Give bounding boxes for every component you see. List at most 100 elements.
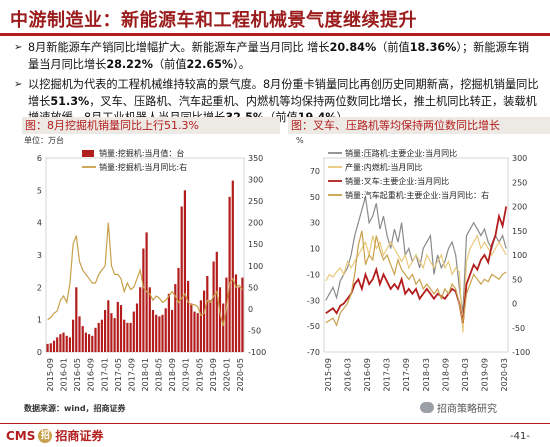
bar	[110, 313, 113, 352]
logo-brand: 招商证券	[55, 429, 104, 443]
bullet-figure: 51.3%	[50, 94, 90, 108]
bullet-figure: 18.36%	[409, 41, 457, 54]
bar	[49, 343, 52, 352]
bullet-figure: 22.65%	[186, 57, 234, 71]
right-axis-tick-label: -50	[248, 326, 261, 335]
left-axis-tick-label: -10	[307, 270, 320, 279]
right-axis-tick-label: -100	[512, 348, 530, 357]
right-axis-tick-label: 50	[248, 283, 258, 292]
bar	[209, 300, 212, 352]
bar	[231, 180, 234, 352]
x-axis-tick-label: 2017-09	[127, 358, 136, 391]
bar	[180, 206, 183, 352]
bar	[59, 334, 62, 352]
series-line	[325, 206, 508, 324]
left-axis-tick-label: 6	[37, 154, 42, 163]
bar	[238, 287, 241, 352]
data-source: 数据来源：wind，招商证券	[24, 404, 126, 413]
bullet-marker-icon: ➢	[14, 42, 23, 53]
bar	[72, 319, 75, 352]
left-axis-tick-label: 4	[37, 219, 42, 228]
left-axis-tick-label: -50	[307, 322, 320, 331]
bar	[158, 316, 161, 352]
bar	[46, 343, 49, 352]
bar	[164, 308, 167, 352]
left-axis-tick-label: 10	[310, 245, 320, 254]
bar	[107, 300, 110, 352]
bar	[132, 311, 135, 352]
bar	[116, 301, 119, 352]
left-axis-tick-label: 70	[310, 167, 320, 176]
bar	[75, 287, 78, 352]
logo-badge-icon: 招	[38, 428, 53, 443]
x-axis-tick-label: 2016-05	[73, 358, 82, 391]
x-axis-tick-label: 2017-05	[114, 358, 123, 391]
left-axis-tick-label: 50	[310, 193, 320, 202]
x-axis-tick-label: 2020-05	[236, 358, 245, 391]
brand-logo: CMS 招 招商证券	[6, 427, 103, 444]
bar	[155, 314, 158, 352]
wechat-account: 招商策略研究	[420, 400, 497, 415]
right-axis-tick-label: 250	[512, 178, 527, 187]
legend-label: 销量:叉车:主要企业:当月同比	[345, 176, 449, 186]
bar	[241, 277, 244, 352]
bullet-run: （前值	[376, 41, 410, 54]
x-axis-tick-label: 2015-09	[324, 358, 333, 391]
bar	[193, 311, 196, 352]
bar	[148, 287, 151, 352]
bar	[56, 337, 59, 352]
footer-divider	[0, 423, 550, 424]
chart-title: 图：8月挖掘机销量同比上行51.3%	[22, 117, 280, 134]
legend-label: 销量:汽车起重机:主要企业:当月同比：右	[345, 190, 489, 200]
bar	[196, 313, 199, 352]
right-axis-tick-label: 0	[248, 305, 253, 314]
right-axis-tick-label: 150	[248, 240, 263, 249]
bullet-run: （前值	[152, 57, 187, 71]
bar	[52, 340, 56, 352]
x-axis-tick-label: 2020-01	[222, 358, 231, 391]
right-axis-tick-label: -50	[512, 324, 525, 333]
right-axis-tick-label: 250	[248, 197, 263, 206]
x-axis-tick-label: 2015-09	[46, 358, 55, 391]
bar	[167, 293, 170, 352]
bar	[218, 287, 222, 352]
right-axis-tick-label: 300	[512, 154, 527, 163]
x-axis-tick-label: 2019-01	[182, 358, 191, 391]
bullet-marker-icon: ➢	[14, 79, 23, 90]
bar	[81, 326, 84, 352]
x-axis-tick-label: 2020-03	[500, 358, 509, 391]
x-axis-tick-label: 2019-09	[209, 358, 218, 391]
left-axis-tick-label: 5	[37, 186, 42, 195]
x-axis-tick-label: 2019-05	[195, 358, 204, 391]
left-axis-tick-label: 30	[310, 219, 320, 228]
left-axis-tick-label: -30	[307, 296, 320, 305]
legend-swatch	[82, 150, 94, 157]
chart-excavator-svg: 0 1 2 3 4 5 6 -100 -50 0 50 100 150 200 250 300 350 2015-…	[24, 135, 266, 391]
x-axis-tick-label: 2017-03	[383, 358, 392, 391]
bullet-run: 以挖掘机为代表的工程机械维持较高的景气度。8月份重卡销量同比再创历史同期新高，挖…	[28, 78, 539, 108]
x-axis-tick-label: 2019-03	[461, 358, 470, 391]
right-axis-tick-label: 200	[512, 203, 527, 212]
right-axis-tick-label: 50	[512, 275, 522, 284]
bar	[199, 300, 202, 352]
legend-label: 销量:挖掘机:当月同比:右	[99, 162, 187, 172]
bar	[97, 322, 100, 352]
left-axis-tick-label: 0	[37, 348, 42, 357]
wechat-icon	[420, 402, 434, 413]
right-axis-tick-label: -100	[248, 348, 266, 357]
bullet-run: ）。	[233, 57, 250, 71]
x-axis-tick-label: 2017-01	[100, 358, 109, 391]
bar	[222, 303, 225, 352]
x-axis-tick-label: 2016-03	[344, 358, 353, 391]
axis-unit: %	[296, 136, 304, 145]
chart-excavator: 图：8月挖掘机销量同比上行51.3% 0 1 2 3 4 5 6 -100 -50 0 50 100 1…	[22, 117, 280, 402]
left-axis-tick-label: 3	[37, 251, 42, 260]
bar	[129, 322, 132, 352]
bar	[94, 327, 97, 353]
chart-title: 图：叉车、压路机等均保持两位数同比增长	[288, 117, 550, 134]
bullet-ev: ➢ 8月新能源车产销同比增幅扩大。新能源车产量当月同比 增长20.84%（前值1…	[14, 40, 540, 73]
right-axis-tick-label: 100	[248, 262, 263, 271]
left-axis-tick-label: 1	[37, 316, 42, 325]
bar	[183, 190, 186, 352]
x-axis-tick-label: 2018-09	[168, 358, 177, 391]
